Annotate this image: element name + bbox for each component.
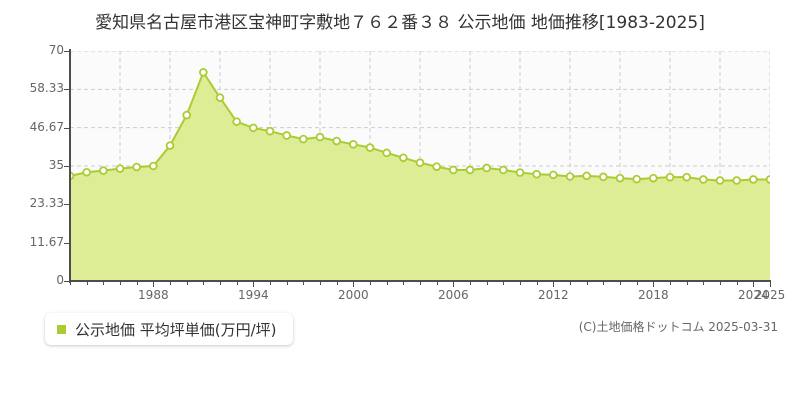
x-tick-mark bbox=[420, 281, 421, 285]
x-tick-label: 1988 bbox=[138, 288, 169, 302]
x-tick-mark bbox=[186, 281, 188, 285]
y-tick-label: 46.67 bbox=[29, 119, 64, 134]
x-tick-mark bbox=[770, 281, 771, 287]
y-tick-mark bbox=[64, 204, 70, 206]
x-tick-mark bbox=[120, 281, 121, 285]
page-title: 愛知県名古屋市港区宝神町字敷地７６２番３８ 公示地価 地価推移[1983-202… bbox=[95, 13, 705, 33]
y-tick-label: 11.67 bbox=[29, 234, 64, 249]
x-tick-mark bbox=[720, 281, 721, 285]
x-tick-mark bbox=[670, 281, 671, 285]
x-tick-mark bbox=[570, 281, 571, 285]
credit-text: (C)土地価格ドットコム 2025-03-31 bbox=[578, 320, 778, 334]
x-tick-mark bbox=[736, 281, 738, 285]
x-tick-label: 2018 bbox=[638, 288, 669, 302]
x-tick-mark bbox=[220, 281, 221, 285]
x-tick-mark bbox=[153, 281, 155, 287]
x-tick-mark bbox=[136, 281, 138, 285]
x-tick-mark bbox=[320, 281, 321, 285]
x-tick-label: 2024 bbox=[738, 288, 769, 302]
y-tick-label: 35 bbox=[48, 158, 64, 172]
y-tick-label: 70 bbox=[48, 43, 64, 57]
x-tick-mark bbox=[203, 281, 205, 285]
x-tick-mark bbox=[103, 281, 105, 285]
x-tick-mark bbox=[370, 281, 371, 285]
x-tick-mark bbox=[336, 281, 338, 285]
x-tick-mark bbox=[636, 281, 638, 285]
y-tick-mark bbox=[64, 242, 70, 244]
x-tick-mark bbox=[620, 281, 621, 285]
x-tick-mark bbox=[353, 281, 355, 287]
chart-legend[interactable]: 公示地価 平均坪単価(万円/坪) bbox=[45, 313, 293, 345]
x-tick-mark bbox=[586, 281, 588, 285]
x-tick-mark bbox=[86, 281, 88, 285]
legend-label: 公示地価 平均坪単価(万円/坪) bbox=[75, 320, 277, 339]
x-tick-mark bbox=[253, 281, 255, 287]
y-tick-label: 23.33 bbox=[29, 196, 64, 211]
plot-area bbox=[70, 51, 770, 281]
x-tick-mark bbox=[470, 281, 471, 285]
y-tick-mark bbox=[64, 127, 70, 129]
legend-swatch-icon bbox=[57, 324, 66, 334]
x-tick-label: 2012 bbox=[538, 288, 569, 302]
y-tick-label: 58.33 bbox=[29, 81, 64, 96]
x-tick-mark bbox=[503, 281, 505, 285]
x-tick-mark bbox=[753, 281, 755, 287]
x-tick-mark bbox=[70, 281, 71, 285]
x-tick-mark bbox=[553, 281, 555, 287]
series-area-公示地価 bbox=[70, 68, 770, 281]
y-tick-mark bbox=[64, 51, 70, 52]
x-tick-label: 2025 bbox=[754, 288, 786, 302]
y-tick-label: 0 bbox=[56, 273, 64, 287]
x-tick-mark bbox=[536, 281, 538, 285]
x-tick-label: 1994 bbox=[238, 288, 269, 302]
y-tick-mark bbox=[64, 166, 70, 167]
y-tick-mark bbox=[64, 89, 70, 91]
x-tick-mark bbox=[270, 281, 271, 285]
x-tick-mark bbox=[436, 281, 438, 285]
x-tick-mark bbox=[486, 281, 488, 285]
x-tick-mark bbox=[170, 281, 171, 285]
x-tick-mark bbox=[236, 281, 238, 285]
x-tick-mark bbox=[403, 281, 405, 285]
x-tick-mark bbox=[686, 281, 688, 285]
x-tick-mark bbox=[386, 281, 388, 285]
x-tick-mark bbox=[603, 281, 605, 285]
y-axis-labels: 0 11.67 23.33 35 46.67 58.33 70 bbox=[0, 0, 64, 400]
x-tick-label: 2006 bbox=[438, 288, 469, 302]
x-tick-mark bbox=[520, 281, 521, 285]
x-tick-mark bbox=[703, 281, 705, 285]
y-tick-mark bbox=[64, 281, 70, 282]
x-tick-mark bbox=[303, 281, 305, 285]
x-tick-mark bbox=[653, 281, 655, 287]
y-axis bbox=[69, 49, 71, 283]
x-tick-mark bbox=[453, 281, 455, 287]
x-tick-mark bbox=[286, 281, 288, 285]
x-tick-label: 2000 bbox=[338, 288, 369, 302]
